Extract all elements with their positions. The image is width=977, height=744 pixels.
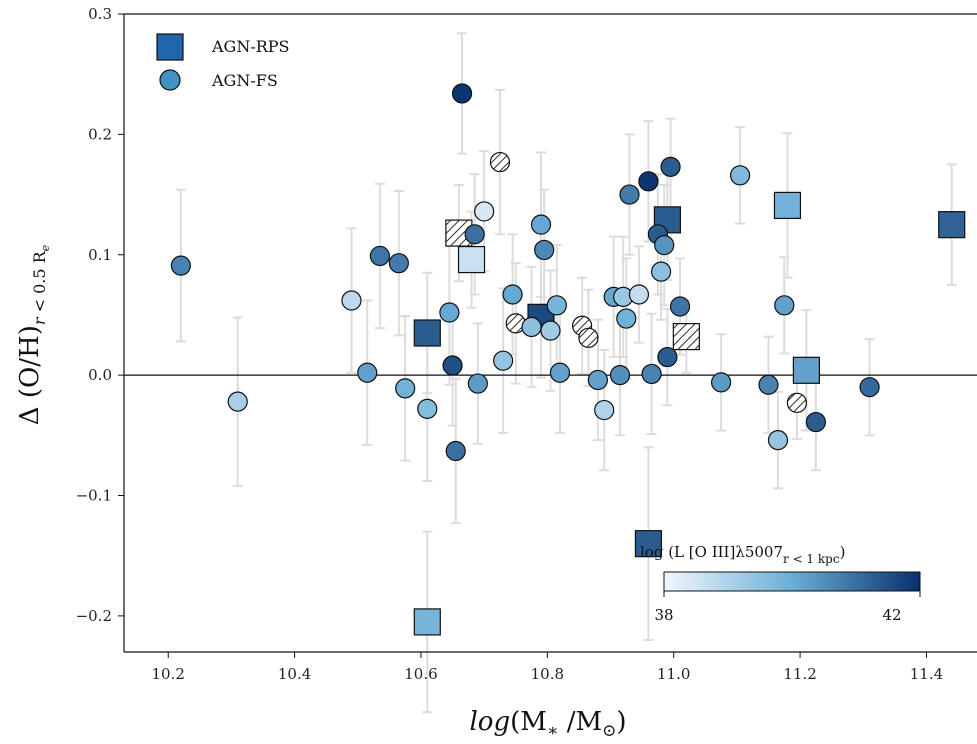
agn-fs-circle-point [578, 327, 599, 348]
agn-fs-circle-point [451, 83, 473, 104]
y-tick-label: 0.1 [88, 246, 112, 264]
agn-fs-circle-point [786, 392, 808, 413]
agn-fs-circle-point [859, 377, 880, 398]
agn-fs-circle-point [395, 378, 416, 399]
colorbar-tick-label-min: 38 [654, 606, 673, 624]
markers-layer [170, 83, 966, 636]
agn-fs-circle-point [369, 245, 390, 267]
agn-fs-circle-point [619, 184, 640, 205]
x-tick-label: 11.0 [657, 665, 690, 683]
agn-fs-circle-point [489, 151, 511, 173]
agn-fs-circle-point [710, 372, 732, 393]
agn-fs-circle-point [616, 308, 637, 329]
agn-rps-square-point [413, 608, 441, 636]
agn-fs-circle-point [417, 398, 438, 419]
agn-fs-circle-point [774, 295, 795, 316]
agn-fs-circle-point [521, 316, 542, 338]
agn-fs-circle-point [729, 165, 751, 186]
colorbar-tick-label-max: 42 [882, 606, 901, 624]
agn-fs-circle-point [549, 362, 571, 383]
agn-fs-circle-point [654, 235, 675, 256]
agn-fs-circle-point [540, 320, 561, 341]
agn-fs-circle-point [767, 430, 789, 451]
agn-fs-circle-point [805, 411, 826, 433]
agn-fs-circle-point [502, 284, 523, 305]
agn-fs-circle-point [357, 362, 378, 383]
y-tick-label: 0.2 [88, 125, 112, 143]
agn-fs-circle-point [609, 365, 631, 386]
agn-fs-circle-point [388, 253, 409, 274]
agn-rps-square-point [938, 211, 966, 239]
colorbar: log (L [O III]λ5007r < 1 kpc) 38 42 [640, 543, 921, 624]
agn-fs-circle-point [464, 224, 485, 245]
x-tick-label: 11.4 [910, 665, 943, 683]
agn-fs-circle-point [439, 302, 460, 323]
y-axis-ticks: 0.3 0.2 0.1 0.0 −0.1 −0.2 [76, 5, 124, 625]
x-axis-ticks: 10.2 10.4 10.6 10.8 11.0 11.2 11.4 [152, 652, 943, 683]
agn-fs-circle-point [445, 440, 466, 462]
agn-fs-circle-point [594, 399, 615, 421]
agn-fs-circle-point [650, 261, 672, 282]
x-tick-label: 10.8 [531, 665, 564, 683]
x-tick-label: 11.2 [783, 665, 816, 683]
agn-fs-circle-point [493, 350, 514, 371]
agn-rps-square-point [792, 356, 821, 384]
x-tick-label: 10.4 [278, 665, 311, 683]
agn-rps-square-point [413, 319, 441, 347]
x-tick-label: 10.2 [152, 665, 185, 683]
y-tick-label: 0.3 [88, 5, 112, 23]
agn-fs-circle-point [227, 391, 248, 412]
agn-fs-circle-point [442, 355, 463, 376]
legend: AGN-RPS AGN-FS [156, 33, 290, 91]
agn-fs-circle-point [530, 214, 552, 235]
legend-label-agn-rps: AGN-RPS [211, 37, 290, 56]
agn-fs-circle-point [587, 369, 608, 391]
agn-rps-square-point [773, 191, 802, 219]
agn-fs-circle-point [467, 373, 488, 394]
x-axis-title: log(M∗ /M⊙) [469, 707, 626, 741]
axes-frame [123, 13, 977, 653]
y-tick-label: 0.0 [88, 366, 112, 384]
agn-fs-circle-point [657, 346, 678, 368]
agn-rps-square-point [672, 323, 700, 351]
agn-fs-circle-point [660, 156, 681, 177]
agn-fs-circle-point [641, 363, 662, 385]
x-tick-label: 10.6 [404, 665, 437, 683]
y-tick-label: −0.1 [76, 487, 112, 505]
agn-fs-circle-point [534, 239, 555, 261]
y-tick-label: −0.2 [76, 607, 112, 625]
agn-fs-circle-point [474, 201, 495, 222]
colorbar-label: log (L [O III]λ5007r < 1 kpc) [640, 543, 845, 566]
agn-fs-circle-point [758, 374, 779, 395]
legend-marker-agn-fs [159, 69, 181, 91]
agn-rps-square-point [634, 530, 663, 558]
legend-label-agn-fs: AGN-FS [211, 71, 278, 90]
agn-fs-circle-point [170, 255, 191, 276]
agn-fs-circle-point [628, 284, 650, 305]
colorbar-gradient [663, 571, 921, 592]
agn-fs-circle-point [669, 296, 691, 317]
y-axis-title: Δ (O/H)r < 0.5 Re [15, 244, 52, 425]
agn-fs-circle-point [638, 171, 659, 192]
agn-fs-circle-point [546, 295, 567, 316]
agn-rps-square-point [457, 245, 486, 274]
agn-fs-circle-point [341, 290, 362, 311]
legend-marker-agn-rps [156, 33, 184, 61]
